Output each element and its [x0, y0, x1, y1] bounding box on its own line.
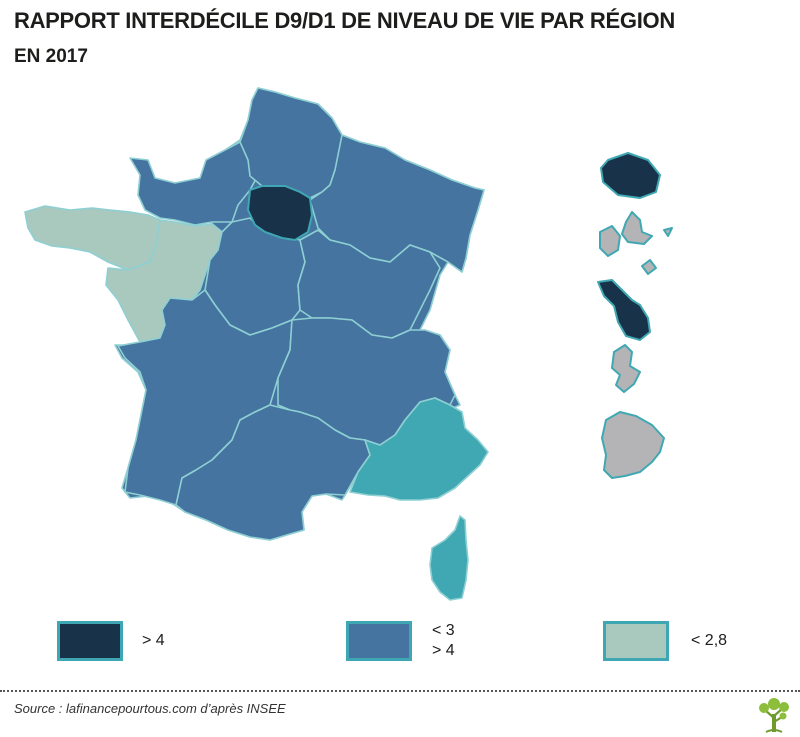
region-paca — [349, 397, 489, 501]
legend-label-high: > 4 — [142, 632, 165, 649]
legend-label-low: < 2,8 — [691, 632, 728, 649]
region-corse — [429, 515, 469, 601]
region-map — [24, 87, 673, 601]
legend-swatch-mid — [346, 621, 412, 661]
region-ile-de-france — [247, 185, 313, 241]
map-title: RAPPORT INTERDÉCILE D9/D1 DE NIVEAU DE V… — [14, 8, 675, 33]
region-hauts-de-france — [239, 87, 346, 199]
region-guyane — [601, 411, 665, 479]
legend-swatch-high — [57, 621, 123, 661]
region-la-reunion — [600, 152, 661, 199]
tree-icon — [759, 698, 789, 733]
region-mayotte — [611, 344, 641, 393]
legend-swatch-low — [603, 621, 669, 661]
legend-label-mid: < 3 > 4 — [432, 622, 455, 659]
footer-divider — [0, 690, 800, 692]
region-martinique — [597, 279, 651, 341]
map-subtitle: EN 2017 — [14, 46, 88, 67]
region-bretagne — [24, 205, 161, 271]
region-bourgogne-franche-comte — [297, 229, 441, 339]
source-note: Source : lafinancepourtous.com d’après I… — [14, 701, 286, 716]
region-guadeloupe — [599, 211, 673, 275]
